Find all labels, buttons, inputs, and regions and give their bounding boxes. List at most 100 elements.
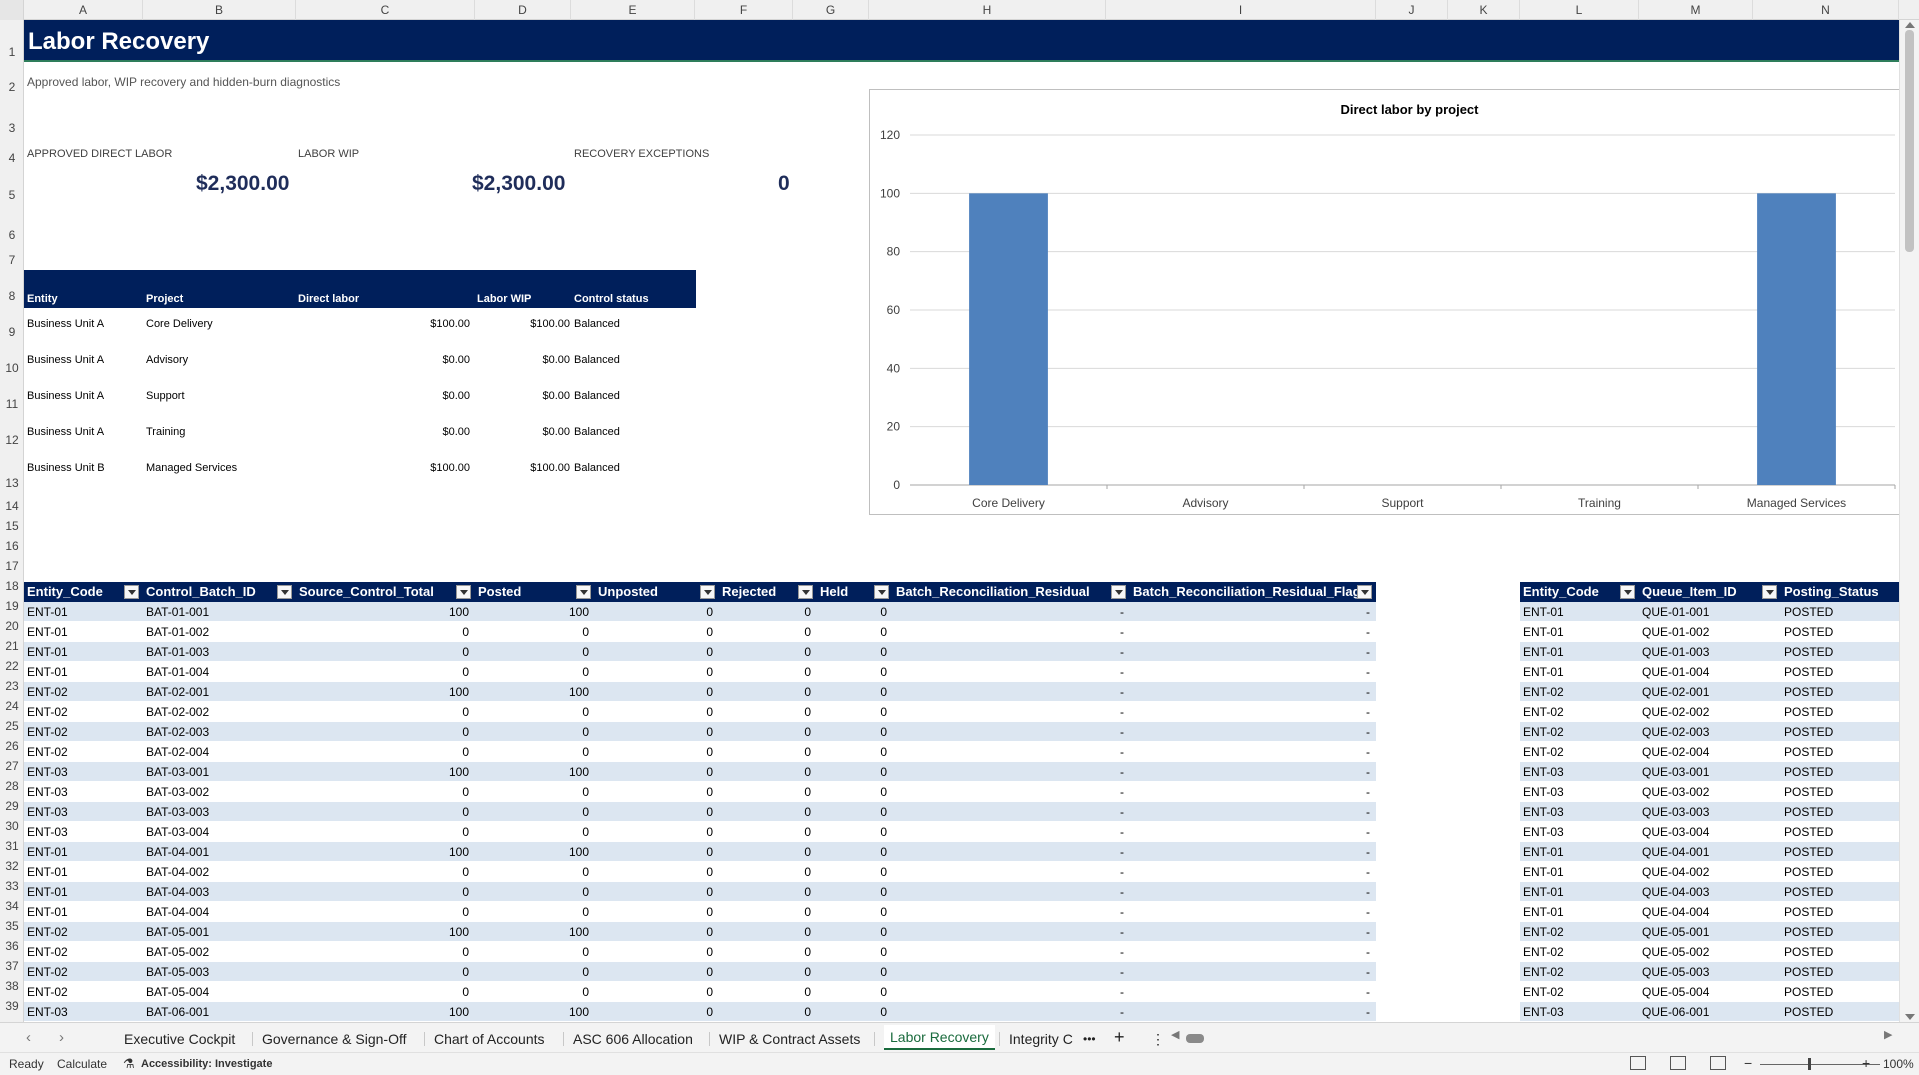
row-header-39[interactable]: 39 [5,999,19,1013]
filter-dropdown-icon[interactable] [124,585,139,599]
filter-dropdown-icon[interactable] [798,585,813,599]
direct-labor-chart[interactable]: Direct labor by project 0 20 40 60 80 100 120 Co… [869,89,1899,515]
row-header-30[interactable]: 30 [5,819,19,833]
more-tabs-button[interactable]: ••• [1083,1032,1096,1046]
sheet-tab-governance-sign-off[interactable]: Governance & Sign-Off [262,1031,407,1047]
row-header-31[interactable]: 31 [5,839,19,853]
row-header-18[interactable]: 18 [5,579,19,593]
row-header-16[interactable]: 16 [5,539,19,553]
column-header-f[interactable]: F [695,0,793,20]
worksheet-grid[interactable]: Labor Recovery Approved labor, WIP recov… [24,20,1899,1022]
page-layout-view-icon[interactable] [1670,1056,1686,1070]
filter-dropdown-icon[interactable] [456,585,471,599]
row-header-36[interactable]: 36 [5,939,19,953]
row-header-37[interactable]: 37 [5,959,19,973]
zoom-level[interactable]: 100% [1883,1057,1914,1071]
row-header-6[interactable]: 6 [8,228,16,242]
vertical-scrollbar[interactable] [1899,20,1919,1022]
filter-dropdown-icon[interactable] [576,585,591,599]
batch-header-source-control-total: Source_Control_Total [299,584,434,599]
zoom-out-icon[interactable]: − [1744,1055,1753,1071]
column-header-i[interactable]: I [1106,0,1376,20]
row-header-23[interactable]: 23 [5,679,19,693]
vertical-scroll-thumb[interactable] [1905,30,1914,252]
row-header-1[interactable]: 1 [8,45,16,59]
column-header-j[interactable]: J [1376,0,1448,20]
filter-dropdown-icon[interactable] [277,585,292,599]
calculate-button[interactable]: Calculate [57,1057,108,1071]
filter-dropdown-icon[interactable] [874,585,889,599]
scroll-left-icon[interactable]: ◀ [1171,1029,1180,1041]
scroll-down-icon[interactable] [1905,1014,1915,1020]
filter-dropdown-icon[interactable] [1357,585,1372,599]
row-header-19[interactable]: 19 [5,599,19,613]
page-break-view-icon[interactable] [1710,1056,1726,1070]
horizontal-scroll-thumb[interactable] [1186,1034,1204,1043]
row-header-8[interactable]: 8 [8,289,16,303]
row-header-32[interactable]: 32 [5,859,19,873]
row-header-3[interactable]: 3 [8,121,16,135]
row-header-25[interactable]: 25 [5,719,19,733]
row-header-12[interactable]: 12 [5,433,19,447]
sheet-tab-chart-of-accounts[interactable]: Chart of Accounts [434,1031,545,1047]
row-header-27[interactable]: 27 [5,759,19,773]
column-header-m[interactable]: M [1639,0,1753,20]
sheet-menu-button[interactable]: ⋮ [1151,1031,1165,1047]
row-header-26[interactable]: 26 [5,739,19,753]
column-header-l[interactable]: L [1520,0,1639,20]
zoom-slider[interactable] [1760,1064,1880,1065]
column-header-h[interactable]: H [869,0,1106,20]
row-header-34[interactable]: 34 [5,899,19,913]
row-header-35[interactable]: 35 [5,919,19,933]
sheet-tab-executive-cockpit[interactable]: Executive Cockpit [124,1031,236,1047]
row-header-7[interactable]: 7 [8,253,16,267]
row-header-29[interactable]: 29 [5,799,19,813]
chevron-right-icon[interactable]: › [59,1029,64,1046]
row-header-20[interactable]: 20 [5,619,19,633]
column-header-g[interactable]: G [793,0,869,20]
column-header-c[interactable]: C [296,0,475,20]
zoom-slider-knob[interactable] [1808,1058,1811,1070]
row-header-33[interactable]: 33 [5,879,19,893]
row-header-13[interactable]: 13 [5,476,19,490]
column-header-a[interactable]: A [24,0,143,20]
column-header-e[interactable]: E [571,0,695,20]
chevron-left-icon[interactable]: ‹ [26,1029,31,1046]
sheet-tab-integrity-c[interactable]: Integrity C [1009,1031,1073,1047]
table-cell: - [1366,985,1370,999]
row-header-9[interactable]: 9 [8,325,16,339]
scroll-up-icon[interactable] [1905,22,1915,28]
add-sheet-button[interactable]: + [1114,1027,1125,1047]
column-header-d[interactable]: D [475,0,571,20]
row-header-22[interactable]: 22 [5,659,19,673]
sheet-tab-labor-recovery[interactable]: Labor Recovery [884,1025,995,1050]
chart-bar[interactable] [969,193,1048,485]
column-header-k[interactable]: K [1448,0,1520,20]
filter-dropdown-icon[interactable] [1111,585,1126,599]
scroll-right-icon[interactable]: ▶ [1884,1029,1893,1041]
sheet-tab-wip-contract-assets[interactable]: WIP & Contract Assets [719,1031,861,1047]
row-header-10[interactable]: 10 [5,361,19,375]
row-header-24[interactable]: 24 [5,699,19,713]
row-header-5[interactable]: 5 [8,188,16,202]
accessibility-status[interactable]: Accessibility: Investigate [141,1058,273,1070]
row-header-38[interactable]: 38 [5,979,19,993]
filter-dropdown-icon[interactable] [700,585,715,599]
chart-bar[interactable] [1757,193,1836,485]
column-header-b[interactable]: B [143,0,296,20]
row-header-15[interactable]: 15 [5,519,19,533]
row-header-11[interactable]: 11 [5,397,19,411]
sheet-tab-asc-606-allocation[interactable]: ASC 606 Allocation [573,1031,693,1047]
zoom-in-icon[interactable]: + [1862,1055,1871,1071]
row-header-17[interactable]: 17 [5,559,19,573]
row-header-2[interactable]: 2 [8,80,16,94]
row-header-4[interactable]: 4 [8,151,16,165]
row-header-21[interactable]: 21 [5,639,19,653]
select-all-corner[interactable] [0,0,24,20]
row-header-14[interactable]: 14 [5,499,19,513]
row-header-28[interactable]: 28 [5,779,19,793]
normal-view-icon[interactable] [1630,1056,1646,1070]
filter-dropdown-icon[interactable] [1762,585,1777,599]
column-header-n[interactable]: N [1753,0,1899,20]
filter-dropdown-icon[interactable] [1620,585,1635,599]
